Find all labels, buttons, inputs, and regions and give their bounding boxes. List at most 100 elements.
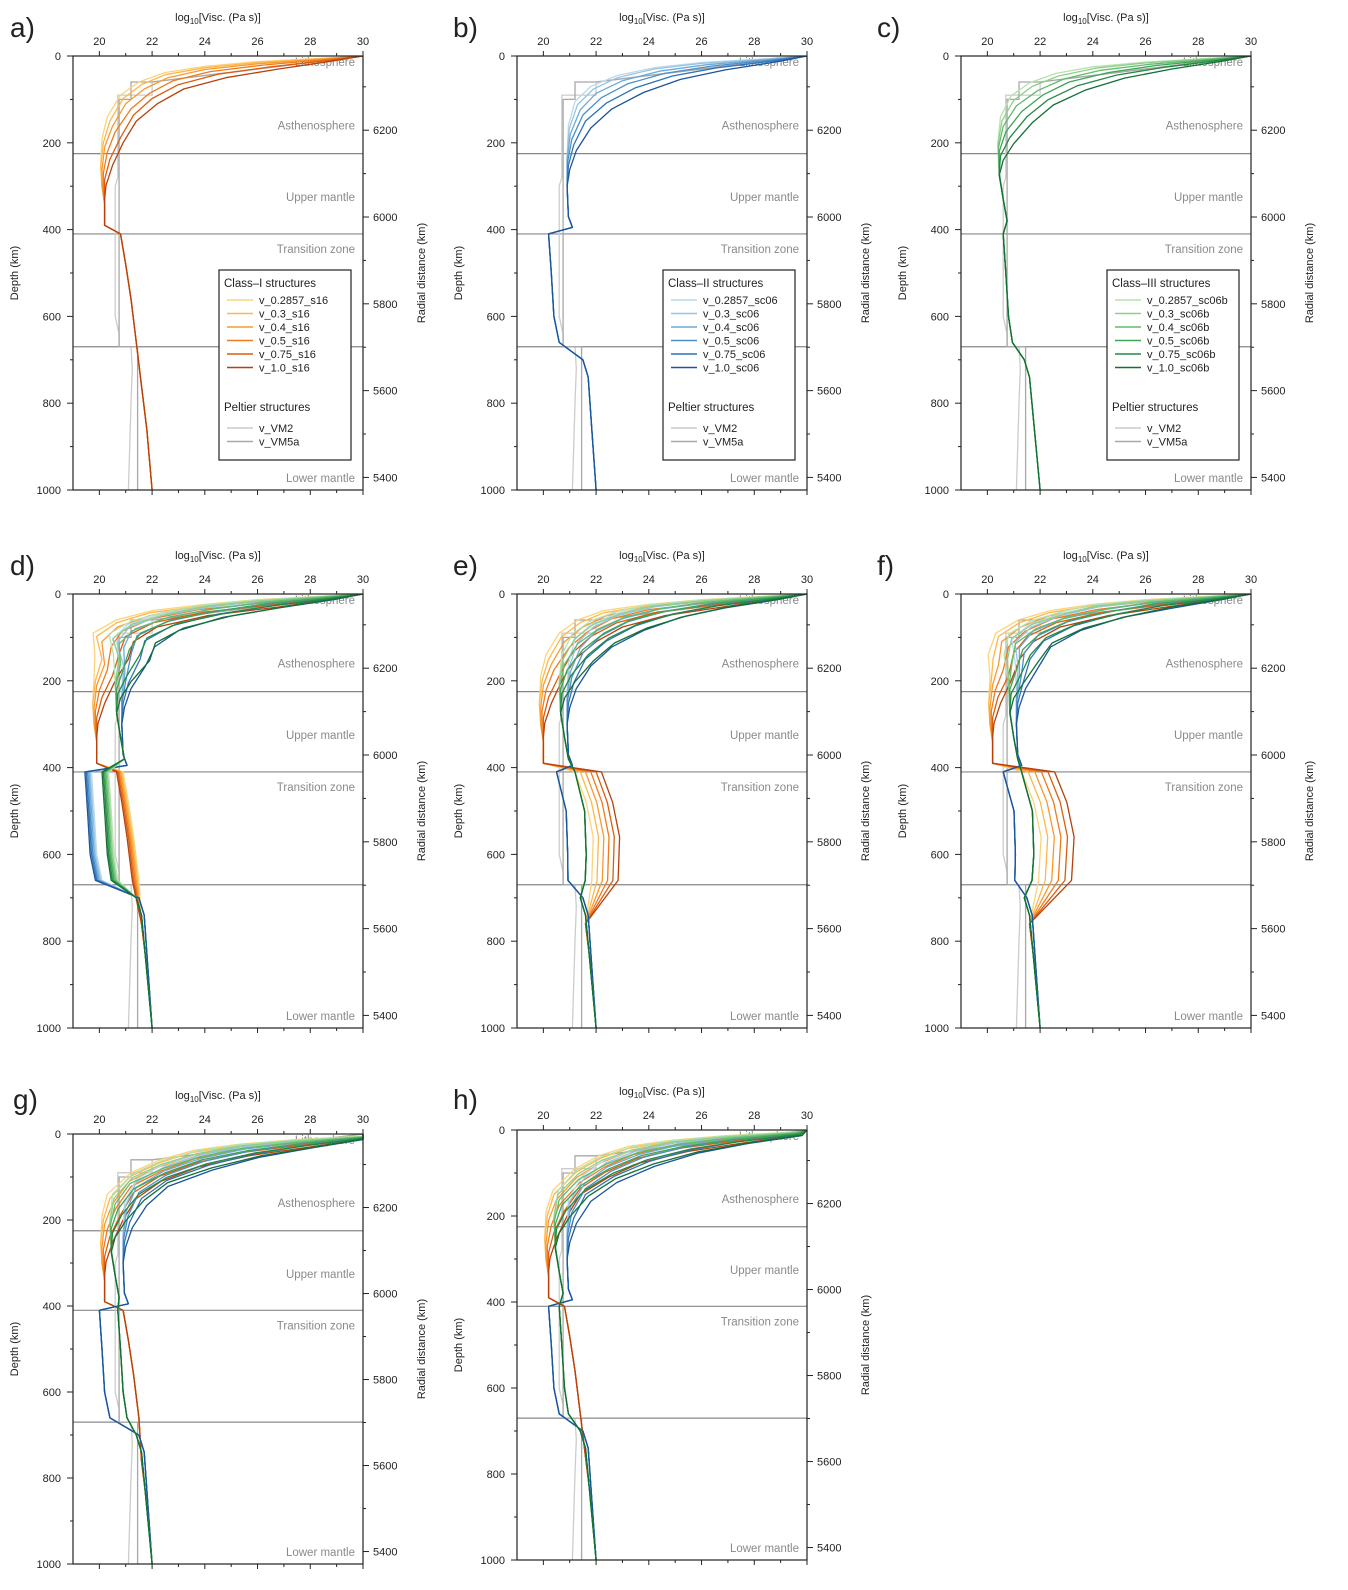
- depth-tick-label: 1000: [37, 1023, 61, 1035]
- top-axis-label-rest: [Visc. (Pa s)]: [643, 550, 705, 562]
- x-tick-label: 24: [199, 574, 211, 586]
- radius-tick-label: 5600: [373, 1461, 397, 1473]
- depth-tick-label: 200: [487, 1211, 505, 1223]
- panel-letter: b): [453, 12, 478, 43]
- legend-entry: v_0.4_sc06b: [1147, 322, 1209, 334]
- depth-tick-label: 0: [499, 1125, 505, 1137]
- x-tick-label: 26: [251, 36, 263, 48]
- radius-tick-label: 5400: [1261, 1010, 1285, 1022]
- legend-entry: v_0.5_s16: [259, 336, 310, 348]
- x-tick-label: 22: [590, 574, 602, 586]
- zone-label: Upper mantle: [1174, 192, 1243, 204]
- depth-tick-label: 400: [43, 1301, 61, 1313]
- depth-tick-label: 1000: [925, 1023, 949, 1035]
- x-tick-label: 20: [93, 1114, 105, 1126]
- depth-tick-label: 400: [43, 763, 61, 775]
- legend: Class–I structuresv_0.2857_s16v_0.3_s16v…: [219, 270, 351, 460]
- legend-entry: v_0.2857_s16: [259, 295, 328, 307]
- legend-entry: v_0.4_s16: [259, 322, 310, 334]
- depth-tick-label: 0: [499, 51, 505, 63]
- x-tick-label: 28: [304, 36, 316, 48]
- panel-f: f) log10[Visc. (Pa s)] Depth (km) Radial di…: [877, 550, 1316, 1035]
- depth-tick-label: 0: [943, 51, 949, 63]
- top-axis-label-base: log: [619, 1086, 634, 1098]
- zone-label: Asthenosphere: [722, 120, 799, 132]
- zone-label: Asthenosphere: [278, 658, 355, 670]
- legend-title: Class–II structures: [668, 278, 763, 290]
- depth-tick-label: 400: [931, 225, 949, 237]
- radius-tick-label: 5800: [1261, 837, 1285, 849]
- zone-label: Transition zone: [1165, 782, 1243, 794]
- depth-tick-label: 400: [43, 225, 61, 237]
- zone-label: Upper mantle: [730, 730, 799, 742]
- left-axis-label: Depth (km): [453, 246, 465, 300]
- left-axis-label: Depth (km): [453, 1318, 465, 1372]
- radius-tick-label: 5400: [373, 1547, 397, 1559]
- x-tick-label: 24: [199, 36, 211, 48]
- panel-letter: c): [877, 12, 900, 43]
- top-axis-label-base: log: [175, 12, 190, 24]
- top-axis-label: log10[Visc. (Pa s)]: [619, 550, 705, 564]
- left-axis-label: Depth (km): [9, 1322, 21, 1376]
- radius-tick-label: 6000: [817, 212, 841, 224]
- panel-letter: a): [10, 12, 35, 43]
- x-tick-label: 30: [1245, 574, 1257, 586]
- panel-letter: d): [10, 550, 35, 581]
- depth-tick-label: 600: [931, 311, 949, 323]
- depth-tick-label: 200: [487, 676, 505, 688]
- right-axis-label: Radial distance (km): [1304, 761, 1316, 861]
- zone-label: Lower mantle: [730, 473, 799, 485]
- depth-tick-label: 400: [487, 763, 505, 775]
- x-tick-label: 30: [357, 574, 369, 586]
- depth-tick-label: 800: [931, 936, 949, 948]
- radius-tick-label: 5400: [817, 1543, 841, 1555]
- top-axis-label-rest: [Visc. (Pa s)]: [199, 1090, 261, 1102]
- depth-tick-label: 800: [487, 398, 505, 410]
- right-axis-label: Radial distance (km): [416, 223, 428, 323]
- legend-title: Peltier structures: [224, 402, 311, 414]
- x-tick-label: 28: [748, 36, 760, 48]
- zone-label: Lower mantle: [286, 1547, 355, 1559]
- right-axis-label: Radial distance (km): [860, 761, 872, 861]
- depth-tick-label: 600: [43, 311, 61, 323]
- zone-label: Asthenosphere: [278, 1198, 355, 1210]
- top-axis-label: log10[Visc. (Pa s)]: [619, 12, 705, 26]
- x-tick-label: 24: [643, 36, 655, 48]
- panel-letter: e): [453, 550, 478, 581]
- radius-tick-label: 6200: [817, 1199, 841, 1211]
- legend-title: Class–I structures: [224, 278, 316, 290]
- legend-entry: v_0.75_sc06b: [1147, 349, 1216, 361]
- x-tick-label: 28: [748, 1110, 760, 1122]
- radius-tick-label: 5600: [1261, 924, 1285, 936]
- zone-label: Lower mantle: [1174, 473, 1243, 485]
- right-axis-label: Radial distance (km): [860, 1295, 872, 1395]
- x-tick-label: 20: [981, 574, 993, 586]
- legend-entry: v_0.3_sc06: [703, 309, 759, 321]
- legend-entry: v_0.3_sc06b: [1147, 309, 1209, 321]
- x-tick-label: 20: [537, 574, 549, 586]
- depth-tick-label: 800: [931, 398, 949, 410]
- radius-tick-label: 6000: [817, 750, 841, 762]
- radius-tick-label: 5400: [1261, 472, 1285, 484]
- x-tick-label: 22: [590, 1110, 602, 1122]
- legend-title: Peltier structures: [1112, 402, 1199, 414]
- zone-label: Transition zone: [277, 244, 355, 256]
- x-tick-label: 20: [981, 36, 993, 48]
- zone-label: Transition zone: [1165, 244, 1243, 256]
- depth-tick-label: 200: [43, 138, 61, 150]
- radius-tick-label: 6200: [1261, 663, 1285, 675]
- zone-label: Lower mantle: [286, 473, 355, 485]
- zone-label: Transition zone: [721, 782, 799, 794]
- x-tick-label: 30: [357, 1114, 369, 1126]
- zone-label: Upper mantle: [730, 192, 799, 204]
- radius-tick-label: 5600: [373, 924, 397, 936]
- x-tick-label: 26: [251, 1114, 263, 1126]
- top-axis-label: log10[Visc. (Pa s)]: [175, 12, 261, 26]
- radius-tick-label: 6200: [817, 125, 841, 137]
- x-tick-label: 30: [1245, 36, 1257, 48]
- legend-entry: v_VM2: [1147, 423, 1181, 435]
- depth-tick-label: 600: [487, 849, 505, 861]
- zone-label: Lower mantle: [730, 1543, 799, 1555]
- radius-tick-label: 5800: [373, 299, 397, 311]
